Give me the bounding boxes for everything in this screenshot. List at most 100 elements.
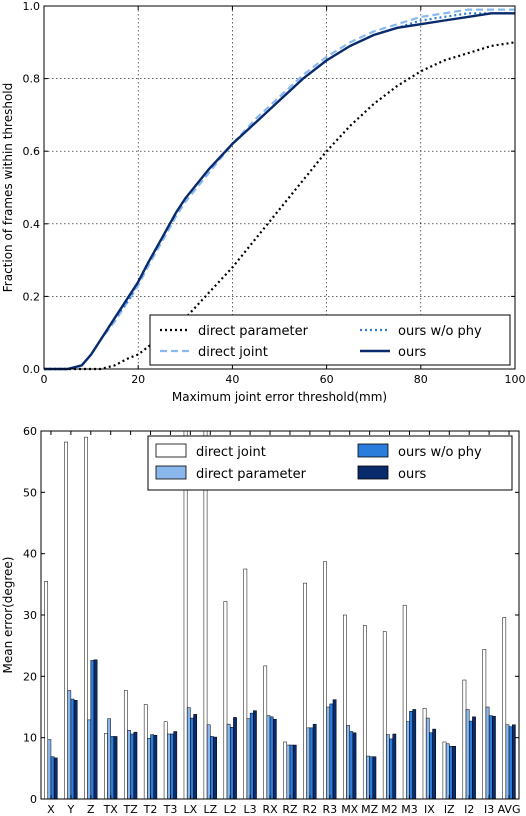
- y-tick-label: 0.0: [23, 363, 41, 376]
- category-label: X: [47, 803, 55, 816]
- y-tick-label: 0: [30, 793, 37, 806]
- category-label: MX: [341, 803, 358, 816]
- y-tick-label: 1.0: [23, 0, 41, 13]
- bar-direct-joint: [263, 665, 268, 800]
- bar-ours-w-o-phy: [50, 756, 55, 800]
- category-label: M2: [381, 803, 398, 816]
- bar-direct-parameter: [306, 727, 311, 800]
- bar-ours: [253, 710, 257, 800]
- bar-direct-parameter: [445, 743, 450, 800]
- bar-direct-parameter: [505, 724, 510, 800]
- x-tick-label: 80: [414, 373, 428, 386]
- bar-direct-joint: [382, 631, 387, 800]
- legend-label: direct parameter: [198, 324, 309, 339]
- legend-box: [149, 314, 511, 366]
- bar-ours: [412, 709, 417, 800]
- category-label: L2: [224, 803, 237, 816]
- bar-ours: [272, 719, 277, 800]
- bar-ours-w-o-phy: [170, 733, 174, 800]
- category-label: TX: [103, 803, 119, 816]
- category-label: RX: [262, 803, 278, 816]
- bar-direct-joint: [402, 604, 407, 800]
- bar-ours-w-o-phy: [429, 732, 433, 800]
- bar-direct-joint: [143, 704, 148, 800]
- category-label: IX: [424, 803, 435, 816]
- bar-direct-parameter: [226, 723, 231, 800]
- category-label: R3: [322, 803, 337, 816]
- y-tick-label: 10: [23, 732, 37, 745]
- x-tick-label: 40: [225, 373, 239, 386]
- legend-box: [147, 435, 513, 491]
- y-tick-label: 50: [23, 486, 37, 499]
- series-line-direct-joint: [44, 8, 515, 371]
- bar-ours-w-o-phy: [449, 746, 453, 800]
- bar-direct-joint: [482, 649, 487, 800]
- bar-direct-parameter: [366, 755, 370, 800]
- bar-ours: [472, 716, 476, 800]
- bar-ours-w-o-phy: [110, 736, 115, 800]
- legend-label: ours w/o phy: [398, 324, 482, 339]
- legend-label: ours w/o phy: [398, 445, 482, 460]
- category-label: T3: [163, 803, 178, 816]
- bar-ours-w-o-phy: [329, 703, 334, 800]
- legend-label: ours: [398, 345, 427, 360]
- bar-ours-w-o-phy: [488, 715, 493, 800]
- bar-direct-joint: [163, 721, 168, 800]
- bar-direct-parameter: [87, 719, 92, 800]
- series-line-ours: [44, 12, 515, 371]
- category-label: LX: [184, 803, 198, 816]
- category-label: RZ: [282, 803, 298, 816]
- x-tick-label: 20: [131, 373, 145, 386]
- bar-direct-parameter: [485, 706, 490, 800]
- y-tick-label: 0.2: [23, 290, 41, 303]
- bar-direct-parameter: [147, 738, 151, 800]
- bar-ours-w-o-phy: [130, 733, 135, 800]
- legend-label: direct joint: [198, 345, 268, 360]
- bar-direct-joint: [223, 601, 228, 800]
- bar-ours-w-o-phy: [150, 734, 154, 800]
- category-label: I3: [484, 803, 494, 816]
- category-label: IZ: [444, 803, 455, 816]
- bar-ours: [153, 734, 158, 800]
- bar-ours: [53, 757, 58, 800]
- bar-ours-w-o-phy: [70, 698, 75, 800]
- bar-ours-w-o-phy: [269, 716, 274, 800]
- bar-direct-joint: [323, 561, 327, 800]
- bar-ours-w-o-phy: [190, 717, 194, 800]
- bar-direct-parameter: [47, 739, 52, 800]
- bar-direct-joint: [422, 707, 427, 800]
- bar-ours-w-o-phy: [468, 720, 473, 800]
- bar-direct-parameter: [266, 715, 271, 800]
- bar-ours: [173, 731, 178, 800]
- bar-ours: [312, 723, 317, 800]
- bar-direct-parameter: [386, 734, 390, 800]
- bar-direct-parameter: [346, 725, 350, 800]
- bar-direct-joint: [123, 690, 128, 800]
- bar-direct-joint: [283, 741, 288, 800]
- bar-direct-parameter: [286, 744, 291, 800]
- bar-ours: [352, 732, 357, 800]
- bar-direct-parameter: [127, 730, 131, 800]
- bar-ours: [372, 756, 377, 800]
- category-label: R2: [303, 803, 318, 816]
- legend-label: direct parameter: [196, 467, 307, 482]
- category-label: AVG: [498, 803, 521, 816]
- bar-direct-joint: [502, 617, 507, 800]
- bar-ours-w-o-phy: [349, 731, 354, 800]
- bar-direct-parameter: [186, 707, 191, 800]
- legend-label: ours: [398, 467, 427, 482]
- bar-ours-w-o-phy: [249, 712, 254, 800]
- bar-ours-w-o-phy: [210, 736, 214, 800]
- x-tick-label: 0: [41, 373, 48, 386]
- y-tick-label: 30: [23, 609, 37, 622]
- bar-direct-parameter: [246, 718, 251, 800]
- category-label: Z: [87, 803, 95, 816]
- bar-ours-w-o-phy: [90, 660, 95, 800]
- category-label: LZ: [203, 803, 217, 816]
- bar-direct-joint: [462, 679, 467, 800]
- bar-direct-parameter: [425, 717, 430, 800]
- x-tick-label: 100: [505, 373, 526, 386]
- category-label: MZ: [361, 803, 378, 816]
- y-axis-label: Fraction of frames within threshold: [1, 83, 15, 292]
